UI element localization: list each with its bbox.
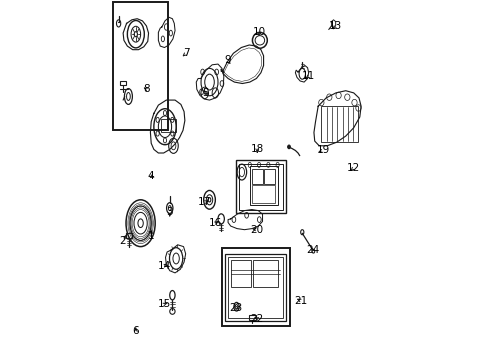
Text: 21: 21 [293,296,306,306]
Text: 23: 23 [229,303,242,313]
Text: 12: 12 [346,163,359,174]
Bar [264,169,274,184]
Bar [321,106,358,142]
Bar [222,248,289,326]
Text: 16: 16 [208,218,222,228]
Text: 22: 22 [250,314,264,324]
Text: 10: 10 [252,27,265,37]
Bar [161,119,175,132]
Bar [236,160,285,213]
Bar [125,233,131,238]
Text: 18: 18 [250,144,264,154]
Text: 20: 20 [250,225,263,235]
Bar [227,257,283,318]
Bar [251,185,275,203]
Text: 1: 1 [147,231,154,241]
Bar [120,81,125,85]
Text: 6: 6 [132,326,139,336]
Text: 24: 24 [305,245,319,255]
Text: 3: 3 [166,207,173,217]
Text: 19: 19 [316,145,329,156]
Text: 7: 7 [183,48,189,58]
Text: 17: 17 [197,197,210,207]
Text: 4: 4 [147,171,154,181]
Text: 2: 2 [119,236,125,246]
Ellipse shape [287,145,290,149]
Bar [113,2,167,130]
Text: 9: 9 [224,55,230,66]
Bar [225,254,285,321]
Text: 13: 13 [328,21,342,31]
Bar [230,260,251,287]
Bar [249,315,255,320]
Bar [252,260,278,287]
Text: 14: 14 [158,261,171,271]
Bar [238,164,283,210]
Text: 11: 11 [302,71,315,81]
Text: 15: 15 [158,299,171,309]
Bar [251,169,262,184]
Text: 8: 8 [143,84,150,94]
Text: 5: 5 [202,88,208,98]
Bar [249,166,277,205]
